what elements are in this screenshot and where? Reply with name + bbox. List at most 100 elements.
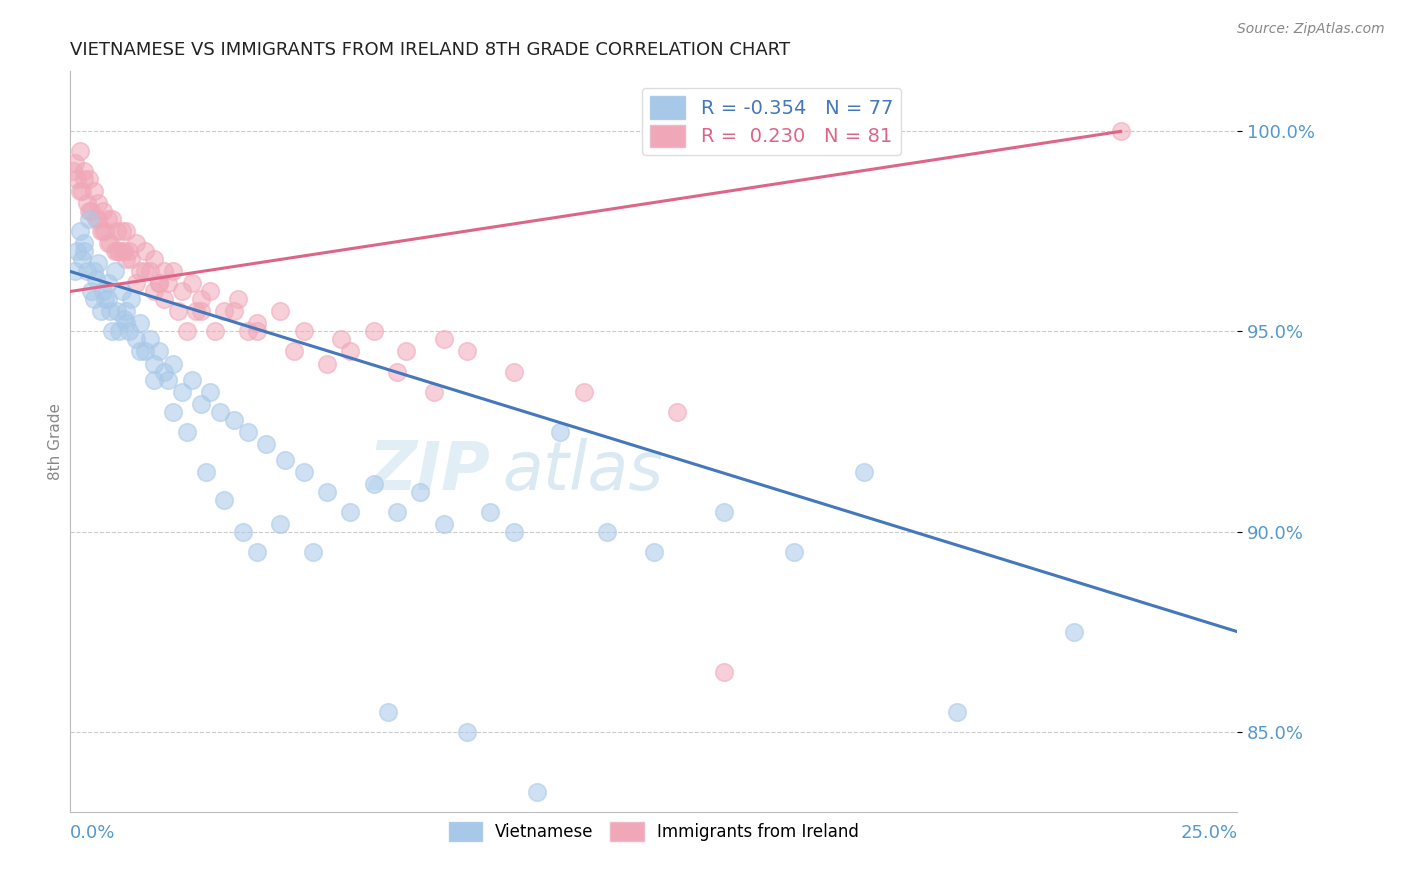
Point bbox=[666, 404, 689, 418]
Point bbox=[105, 244, 128, 259]
Point bbox=[90, 224, 112, 238]
Point bbox=[118, 244, 141, 259]
Point bbox=[70, 185, 93, 199]
Point bbox=[214, 304, 236, 318]
Point bbox=[115, 252, 138, 267]
Point bbox=[73, 236, 96, 251]
Point bbox=[377, 705, 399, 719]
Point bbox=[713, 665, 735, 679]
Point bbox=[302, 544, 325, 558]
Point bbox=[228, 293, 250, 307]
Point bbox=[98, 236, 121, 251]
Point bbox=[200, 285, 222, 299]
Point bbox=[134, 244, 156, 259]
Text: ZIP: ZIP bbox=[368, 438, 491, 504]
Point bbox=[83, 264, 105, 278]
Point bbox=[63, 156, 86, 170]
Point bbox=[129, 317, 152, 331]
Point bbox=[172, 384, 194, 399]
Point bbox=[200, 384, 222, 399]
Point bbox=[94, 293, 117, 307]
Point bbox=[70, 252, 93, 267]
Point bbox=[395, 344, 418, 359]
Point bbox=[112, 312, 135, 326]
Point bbox=[118, 325, 141, 339]
Point bbox=[339, 344, 361, 359]
Point bbox=[76, 264, 98, 278]
Point bbox=[946, 705, 969, 719]
Point bbox=[316, 484, 339, 499]
Point bbox=[246, 544, 269, 558]
Point bbox=[190, 396, 212, 410]
Point bbox=[1109, 124, 1132, 138]
Point bbox=[363, 325, 385, 339]
Point bbox=[1063, 624, 1085, 639]
Point bbox=[204, 325, 226, 339]
Point bbox=[292, 465, 315, 479]
Text: 25.0%: 25.0% bbox=[1180, 823, 1237, 842]
Text: Source: ZipAtlas.com: Source: ZipAtlas.com bbox=[1237, 22, 1385, 37]
Point bbox=[172, 285, 194, 299]
Point bbox=[115, 304, 138, 318]
Point bbox=[73, 164, 96, 178]
Point bbox=[97, 236, 120, 251]
Point bbox=[112, 244, 135, 259]
Point bbox=[385, 364, 408, 378]
Point bbox=[138, 333, 160, 347]
Point bbox=[143, 252, 166, 267]
Point bbox=[76, 196, 98, 211]
Point bbox=[236, 425, 259, 439]
Point bbox=[283, 344, 305, 359]
Point bbox=[550, 425, 572, 439]
Point bbox=[157, 277, 180, 291]
Point bbox=[176, 325, 198, 339]
Point bbox=[423, 384, 446, 399]
Point bbox=[713, 505, 735, 519]
Point bbox=[129, 264, 152, 278]
Point bbox=[176, 425, 198, 439]
Point bbox=[186, 304, 208, 318]
Point bbox=[104, 264, 127, 278]
Point bbox=[115, 224, 138, 238]
Point bbox=[90, 304, 112, 318]
Point bbox=[87, 196, 110, 211]
Point bbox=[166, 304, 188, 318]
Point bbox=[69, 145, 91, 159]
Point bbox=[91, 204, 114, 219]
Point bbox=[120, 252, 142, 267]
Point bbox=[409, 484, 432, 499]
Point bbox=[91, 224, 114, 238]
Point bbox=[101, 212, 124, 227]
Point bbox=[69, 224, 91, 238]
Point bbox=[316, 357, 339, 371]
Point bbox=[87, 256, 110, 270]
Point bbox=[77, 172, 100, 186]
Point bbox=[80, 285, 103, 299]
Point bbox=[456, 724, 478, 739]
Point bbox=[69, 185, 91, 199]
Point bbox=[134, 344, 156, 359]
Point bbox=[157, 372, 180, 386]
Point bbox=[502, 364, 524, 378]
Point bbox=[97, 277, 120, 291]
Point bbox=[83, 185, 105, 199]
Point bbox=[190, 293, 212, 307]
Point bbox=[124, 333, 146, 347]
Point bbox=[339, 505, 361, 519]
Point bbox=[526, 785, 548, 799]
Point bbox=[269, 304, 291, 318]
Point bbox=[433, 333, 456, 347]
Point bbox=[94, 224, 117, 238]
Point bbox=[111, 224, 134, 238]
Point bbox=[162, 357, 184, 371]
Point bbox=[214, 492, 236, 507]
Point bbox=[98, 304, 121, 318]
Point bbox=[115, 317, 138, 331]
Point bbox=[134, 264, 156, 278]
Point bbox=[162, 404, 184, 418]
Point bbox=[66, 244, 89, 259]
Point bbox=[104, 244, 127, 259]
Point bbox=[330, 333, 353, 347]
Point bbox=[111, 244, 134, 259]
Point bbox=[105, 224, 128, 238]
